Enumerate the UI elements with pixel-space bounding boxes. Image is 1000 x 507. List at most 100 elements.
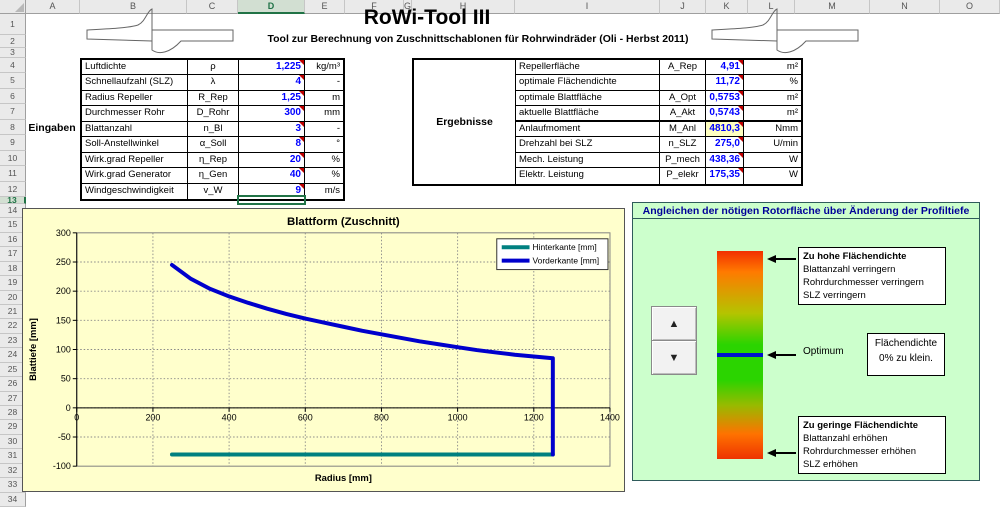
input-unit: m/s — [324, 184, 340, 196]
result-value-cell[interactable]: 275,0 — [706, 137, 744, 153]
svg-text:150: 150 — [56, 315, 71, 325]
result-label: optimale Flächendichte — [516, 75, 660, 91]
input-value-cell[interactable]: 1,25 — [239, 90, 305, 107]
input-value-cell[interactable]: 8 — [239, 137, 305, 153]
row-header-9[interactable]: 9 — [0, 135, 26, 151]
chart-title: Blattform (Zuschnitt) — [287, 216, 400, 228]
chart-ylabel: Blattiefe [mm] — [27, 318, 38, 381]
result-value-cell[interactable]: 0,5743 — [706, 106, 744, 122]
column-header-C[interactable]: C — [187, 0, 238, 14]
svg-text:-50: -50 — [58, 432, 71, 442]
input-value-cell[interactable]: 20 — [239, 152, 305, 169]
column-header-F[interactable]: F — [345, 0, 404, 14]
blade-profile-drawing-left — [86, 8, 234, 54]
result-label: Drehzahl bei SLZ — [516, 137, 660, 153]
result-value-cell[interactable]: 438,36 — [706, 152, 744, 169]
row-header-1[interactable]: 1 — [0, 14, 26, 35]
result-unit: W — [744, 153, 801, 169]
svg-text:250: 250 — [56, 257, 71, 267]
result-symbol: M_Anl — [660, 121, 706, 138]
input-value-cell[interactable]: 1,225 — [239, 60, 305, 76]
input-label: Blattanzahl — [82, 121, 188, 138]
column-header-D[interactable]: D — [238, 0, 305, 14]
input-symbol: ρ — [188, 60, 239, 76]
row-header-8[interactable]: 8 — [0, 119, 26, 136]
selected-cell-outline[interactable] — [237, 195, 306, 205]
panel-hint-line: 0% zu klein. — [879, 353, 933, 364]
results-group-label: Ergebnisse — [414, 60, 516, 184]
input-value-cell[interactable]: 40 — [239, 168, 305, 184]
result-value-cell[interactable]: 0,5753 — [706, 90, 744, 107]
too-low-density-box: Zu geringe Flächendichte Blattanzahl erh… — [798, 416, 946, 474]
column-header-J[interactable]: J — [660, 0, 706, 14]
result-label: Mech. Leistung — [516, 152, 660, 169]
result-label: Repellerfläche — [516, 60, 660, 76]
input-unit: m — [305, 91, 343, 107]
panel-title: Angleichen der nötigen Rotorfläche über … — [633, 203, 979, 219]
axes: 0 200 400 600 800 1000 1200 1400300250200150100… — [53, 228, 620, 471]
input-value-cell[interactable]: 3 — [239, 121, 305, 138]
row-header-7[interactable]: 7 — [0, 104, 26, 120]
row-header-34[interactable]: 34 — [0, 492, 26, 507]
row-header-6[interactable]: 6 — [0, 88, 26, 105]
input-value-cell[interactable]: 9 — [239, 183, 305, 199]
input-symbol: α_Soll — [188, 137, 239, 153]
column-header-M[interactable]: M — [795, 0, 870, 14]
input-label: Schnellaufzahl (SLZ) — [82, 75, 188, 91]
input-value-cell[interactable]: 4 — [239, 75, 305, 91]
input-unit: % — [305, 153, 343, 169]
input-label: Durchmesser Rohr — [82, 106, 188, 122]
row-header-10[interactable]: 10 — [0, 150, 26, 167]
column-header-L[interactable]: L — [748, 0, 795, 14]
series-Vorderkante [mm] — [169, 262, 555, 457]
panel-hint-line: Rohrdurchmesser verringern — [803, 277, 924, 288]
input-label: Radius Repeller — [82, 90, 188, 107]
results-table: Ergebnisse Repellerfläche A_Rep 4,91 m² optim… — [412, 58, 803, 186]
panel-hint-line: Rohrdurchmesser erhöhen — [803, 446, 917, 457]
result-symbol: A_Rep — [660, 60, 706, 76]
select-all-corner[interactable] — [0, 0, 26, 14]
row-header-3[interactable]: 3 — [0, 48, 26, 58]
result-unit: m² — [744, 91, 801, 107]
input-value-cell[interactable]: 300 — [239, 106, 305, 122]
row-header-12[interactable]: 12 — [0, 181, 26, 197]
result-value-cell[interactable]: 4810,3 — [706, 121, 744, 138]
row-header-2[interactable]: 2 — [0, 35, 26, 48]
profile-depth-spinner: ▲ ▼ — [651, 306, 697, 375]
result-label: Anlaufmoment — [516, 121, 660, 138]
column-header-H[interactable]: H — [412, 0, 515, 14]
svg-text:1000: 1000 — [448, 413, 468, 423]
column-header-I[interactable]: I — [515, 0, 660, 14]
svg-text:800: 800 — [374, 413, 389, 423]
column-header-B[interactable]: B — [80, 0, 187, 14]
input-symbol: n_Bl — [188, 121, 239, 138]
column-header-K[interactable]: K — [706, 0, 748, 14]
column-header-O[interactable]: O — [940, 0, 1000, 14]
svg-text:Hinterkante [mm]: Hinterkante [mm] — [533, 242, 597, 252]
result-unit: U/min — [744, 137, 801, 153]
result-value-cell[interactable]: 4,91 — [706, 60, 744, 76]
spin-down-button[interactable]: ▼ — [651, 340, 697, 375]
column-header-A[interactable]: A — [26, 0, 80, 14]
input-unit: - — [305, 75, 343, 91]
column-header-N[interactable]: N — [870, 0, 940, 14]
result-value-cell[interactable]: 11,72 — [706, 75, 744, 91]
inputs-table: Luftdichte ρ 1,225 kg/m³ Schnellaufzahl (SLZ… — [80, 58, 345, 201]
too-low-density-title: Zu geringe Flächendichte — [803, 420, 919, 431]
result-label: aktuelle Blattfläche — [516, 106, 660, 122]
row-header-11[interactable]: 11 — [0, 166, 26, 182]
arrow-left-icon — [767, 255, 796, 263]
row-header-13[interactable]: 13 — [0, 196, 26, 204]
panel-hint-line: Blattanzahl erhöhen — [803, 433, 888, 444]
result-value-cell[interactable]: 175,35 — [706, 168, 744, 184]
column-header-G[interactable]: G — [404, 0, 412, 14]
row-header-5[interactable]: 5 — [0, 73, 26, 89]
column-header-E[interactable]: E — [305, 0, 345, 14]
page-title: RoWi-Tool III — [363, 6, 491, 29]
spin-up-button[interactable]: ▲ — [651, 306, 697, 341]
result-symbol: P_mech — [660, 152, 706, 169]
row-header-4[interactable]: 4 — [0, 58, 26, 74]
adjustment-panel: Angleichen der nötigen Rotorfläche über … — [632, 202, 980, 481]
input-label: Windgeschwindigkeit — [82, 183, 188, 199]
svg-text:1400: 1400 — [600, 413, 620, 423]
